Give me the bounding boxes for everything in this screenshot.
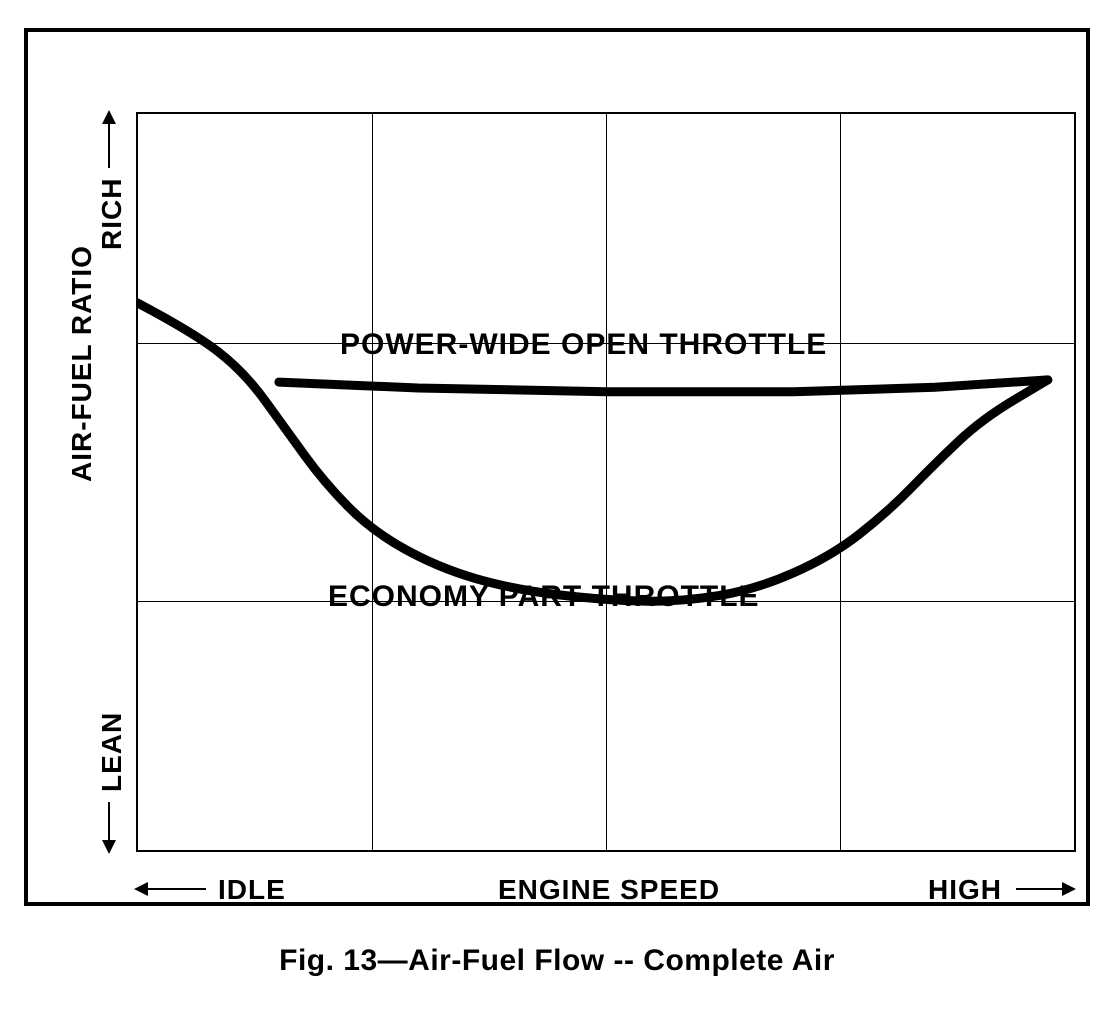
x-axis-label: ENGINE SPEED [498, 874, 720, 906]
x-low-label: IDLE [218, 874, 286, 906]
y-axis-label: AIR-FUEL RATIO [66, 245, 98, 482]
vgrid-line [606, 114, 607, 850]
chart-outer-frame: RICH AIR-FUEL RATIO LEAN IDLE ENGINE SPE… [24, 28, 1090, 906]
figure-caption: Fig. 13—Air-Fuel Flow -- Complete Air [0, 944, 1114, 978]
series-label-power: POWER-WIDE OPEN THROTTLE [340, 328, 827, 362]
x-arrow-right-icon [1016, 888, 1074, 890]
x-high-label: HIGH [928, 874, 1002, 906]
y-arrow-down-icon [108, 802, 110, 852]
y-high-label: RICH [96, 178, 128, 250]
plot-area [136, 112, 1076, 852]
y-low-label: LEAN [96, 712, 128, 792]
vgrid-line [372, 114, 373, 850]
y-arrow-up-icon [108, 112, 110, 168]
vgrid-line [840, 114, 841, 850]
x-arrow-left-icon [136, 888, 206, 890]
series-label-economy: ECONOMY PART THROTTLE [328, 580, 760, 614]
